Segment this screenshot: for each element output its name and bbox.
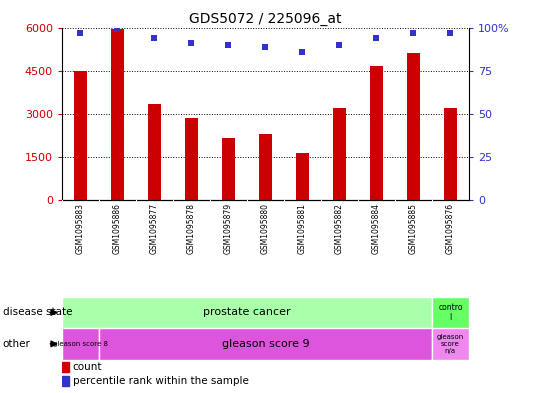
Point [298,49,307,55]
Text: GSM1095879: GSM1095879 [224,203,233,254]
Bar [62,376,69,386]
Title: GDS5072 / 225096_at: GDS5072 / 225096_at [189,13,342,26]
Text: GSM1095882: GSM1095882 [335,203,344,254]
Bar [259,134,272,200]
Text: contro
l: contro l [438,303,462,322]
Text: gleason
score
n/a: gleason score n/a [437,334,464,354]
Text: GSM1095878: GSM1095878 [187,203,196,254]
Text: GSM1095884: GSM1095884 [372,203,381,254]
Point [76,29,85,36]
Text: gleason score 8: gleason score 8 [53,341,108,347]
Bar [111,29,124,200]
Text: count: count [73,362,102,372]
Text: GSM1095881: GSM1095881 [298,203,307,254]
Bar [62,328,99,360]
Bar [148,104,161,200]
Text: prostate cancer: prostate cancer [203,307,291,318]
Bar [432,328,469,360]
Point [446,29,455,36]
Bar [74,71,87,200]
Point [261,43,270,50]
Bar [333,108,346,200]
Point [113,26,122,32]
Text: gleason score 9: gleason score 9 [222,339,309,349]
Text: GSM1095886: GSM1095886 [113,203,122,254]
Point [224,42,233,48]
Bar [99,328,432,360]
Bar [370,66,383,200]
Text: GSM1095877: GSM1095877 [150,203,159,254]
Bar [296,153,309,200]
Bar [407,53,420,200]
Bar [444,108,457,200]
Text: other: other [3,339,31,349]
Text: percentile rank within the sample: percentile rank within the sample [73,376,248,386]
Text: GSM1095883: GSM1095883 [76,203,85,254]
Point [335,42,344,48]
Point [150,35,159,41]
Bar [62,362,69,372]
Text: GSM1095876: GSM1095876 [446,203,455,254]
Point [409,29,418,36]
Bar [432,297,469,328]
Bar [185,118,198,200]
Text: GSM1095880: GSM1095880 [261,203,270,254]
Bar [222,138,235,200]
Text: disease state: disease state [3,307,72,318]
Text: GSM1095885: GSM1095885 [409,203,418,254]
Point [372,35,381,41]
Point [187,40,196,46]
